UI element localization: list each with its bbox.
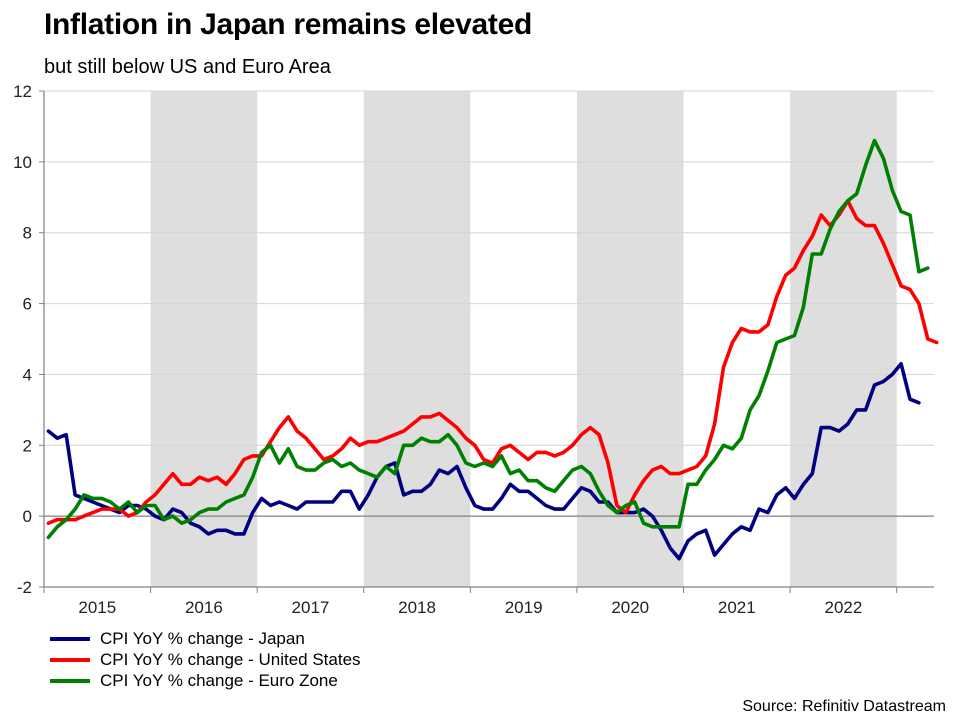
gridlines (39, 90, 934, 588)
x-tick-label: 2021 (718, 598, 756, 617)
legend-swatch-japan (50, 636, 90, 641)
y-tick-label: 10 (13, 153, 32, 172)
legend-label: CPI YoY % change - Euro Zone (100, 670, 338, 690)
series-line-japan (46, 361, 921, 561)
y-tick-labels: -2 0 2 4 6 8 10 12 (13, 82, 32, 597)
source-note: Source: Refinitiv Datastream (742, 698, 946, 715)
y-tick-label: -2 (17, 578, 32, 597)
y-tick-label: 8 (23, 224, 32, 243)
legend-swatch-euro-zone (50, 678, 90, 683)
y-tick-label: 6 (23, 295, 32, 314)
y-tick-label: 2 (23, 436, 32, 455)
x-tick-labels: 2015 2016 2017 2018 2019 2020 2021 2022 (78, 598, 862, 617)
legend-label: CPI YoY % change - United States (100, 649, 361, 669)
y-tick-label: 0 (23, 507, 32, 526)
y-tick-label: 12 (13, 82, 32, 101)
series-line-euro-zone (46, 138, 930, 540)
legend-item-euro-zone: CPI YoY % change - Euro Zone (50, 670, 361, 691)
chart-title: Inflation in Japan remains elevated (44, 8, 532, 41)
y-tick-label: 4 (23, 365, 32, 384)
shaded-year-band (363, 91, 471, 587)
x-tick-label: 2020 (611, 598, 649, 617)
legend-item-japan: CPI YoY % change - Japan (50, 628, 361, 649)
x-tick-label: 2015 (78, 598, 116, 617)
legend-label: CPI YoY % change - Japan (100, 628, 305, 648)
series-lines (46, 138, 939, 561)
shaded-year-band (150, 91, 258, 587)
shaded-year-band (790, 91, 897, 587)
legend: CPI YoY % change - Japan CPI YoY % chang… (50, 628, 361, 691)
series-line-united-states (46, 199, 939, 526)
x-tick-label: 2022 (824, 598, 862, 617)
legend-item-us: CPI YoY % change - United States (50, 649, 361, 670)
legend-swatch-us (50, 657, 90, 662)
x-tick-label: 2016 (185, 598, 223, 617)
x-tick-label: 2017 (292, 598, 330, 617)
x-tick-label: 2018 (398, 598, 436, 617)
x-tick-label: 2019 (505, 598, 543, 617)
chart-subtitle: but still below US and Euro Area (44, 56, 331, 78)
